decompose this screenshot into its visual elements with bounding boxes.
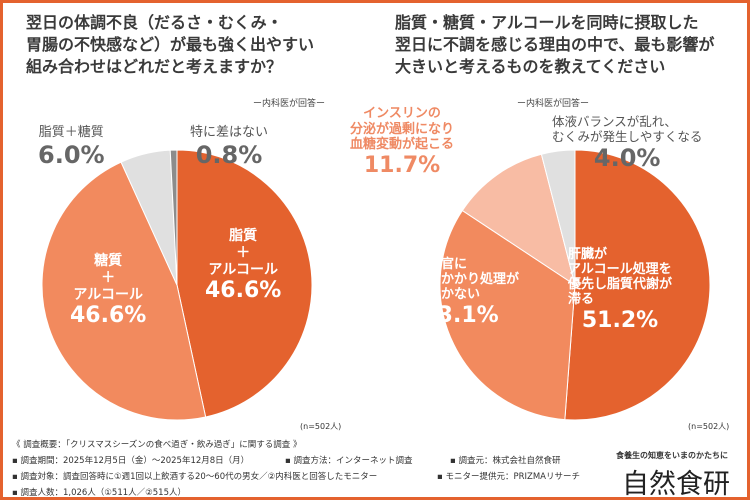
label-line: 負担がかかり処理が [402, 271, 520, 287]
label-line: アルコール [208, 261, 278, 278]
footer-source: ▪ 調査元：株式会社自然食研 [450, 456, 561, 466]
label-line: インスリンの [363, 106, 441, 121]
label-line: 滞る [568, 291, 595, 307]
left-sample-size: (n=502人) [300, 422, 342, 431]
pie-slice-1-3 [540, 149, 576, 286]
label-line: 分泌が過剰になり [350, 121, 455, 137]
pie-slice-0-1 [41, 161, 207, 421]
right-sample-size: (n=502人) [688, 422, 730, 431]
value-label: 6.0% [38, 140, 105, 169]
value-label: 33.1% [422, 302, 499, 328]
slice-label-r3: 体液バランスが乱れ、 むくみが発生しやすくなる 4.0% [552, 114, 702, 173]
value-label: 51.2% [581, 307, 659, 333]
label-line: 脂質＋糖質 [38, 125, 104, 140]
question-line: 胃腸の不快感など）が最も強く出やすい [26, 35, 315, 54]
footer-count: ▪ 調査人数：1,026人（①511人／②515人） [12, 488, 186, 498]
label-line: 糖質 [94, 253, 123, 269]
question-line: 大きいと考えるものを教えてください [395, 57, 666, 76]
footer-title: 《 調査概要：「クリスマスシーズンの食べ過ぎ・飲み過ぎ」に関する調査 》 [12, 440, 302, 450]
right-respondent: ー内科医が回答ー [517, 99, 590, 109]
label-line: むくみが発生しやすくなる [552, 129, 703, 144]
slice-label-l3: 特に差はない 0.8% [190, 125, 268, 169]
logo-tagline: 食養生の知恵をいまのかたちに [616, 451, 728, 460]
pie-slice-1-0 [564, 149, 711, 421]
footer-method: ▪ 調査方法：インターネット調査 [285, 456, 413, 466]
question-line: 脂質・糖質・アルコールを同時に摂取した [395, 13, 699, 32]
pie-slice-1-2 [461, 153, 576, 287]
slice-label-r0: 肝臓が アルコール処理を 優先し脂質代謝が 滞る 51.2% [568, 247, 673, 333]
value-label: 11.7% [363, 152, 441, 178]
slice-label-r2: インスリンの 分泌が過剰になり 血糖変動が起こる 11.7% [350, 106, 454, 179]
slice-label-l1: 糖質 ＋ アルコール 46.6% [70, 253, 146, 330]
label-line: 肝臓が [568, 247, 608, 262]
label-line: ＋ [101, 269, 116, 286]
slice-label-l0: 脂質 ＋ アルコール 46.6% [205, 228, 281, 305]
pie-slice-0-3 [169, 149, 178, 286]
pie-slice-0-0 [176, 149, 313, 418]
slice-label-l2: 脂質＋糖質 6.0% [38, 125, 105, 169]
label-line: 優先し脂質代謝が [568, 276, 673, 292]
label-line: アルコール処理を [568, 261, 672, 277]
slice-label-r1: 消化器官に 負担がかかり処理が 追いつかない 33.1% [402, 257, 520, 328]
right-question: 脂質・糖質・アルコールを同時に摂取した 翌日に不調を感じる理由の中で、最も影響が… [395, 12, 714, 78]
footer-target: ▪ 調査対象：調査回答時に①週1回以上飲酒する20〜60代の男女／②内科医と回答… [12, 472, 378, 482]
left-question: 翌日の体調不良（だるさ・むくみ・ 胃腸の不快感など）が最も強く出やすい 組み合わ… [26, 12, 314, 78]
label-line: 追いつかない [402, 286, 481, 302]
label-line: アルコール [73, 286, 143, 303]
label-line: 脂質 [229, 228, 258, 244]
question-line: 翌日の体調不良（だるさ・むくみ・ [26, 13, 283, 32]
label-line: 体液バランスが乱れ、 [552, 114, 677, 129]
footer-provider: ▪ モニター提供元：PRIZMAリサーチ [437, 472, 580, 482]
question-line: 翌日に不調を感じる理由の中で、最も影響が [395, 35, 715, 54]
label-line: ＋ [236, 244, 251, 261]
value-label: 0.8% [195, 140, 263, 169]
left-respondent: ー内科医が回答ー [253, 99, 326, 109]
label-line: 消化器官に [402, 257, 468, 272]
label-line: 血糖変動が起こる [350, 137, 455, 153]
logo: 自然食研 [622, 469, 730, 500]
question-line: 組み合わせはどれだと考えますか？ [26, 57, 283, 76]
value-label: 46.6% [205, 278, 282, 304]
value-label: 4.0% [593, 144, 661, 172]
value-label: 46.6% [70, 303, 147, 329]
footer-period: ▪ 調査期間：2025年12月5日（金）〜2025年12月8日（月） [12, 456, 250, 466]
label-line: 特に差はない [190, 125, 269, 140]
